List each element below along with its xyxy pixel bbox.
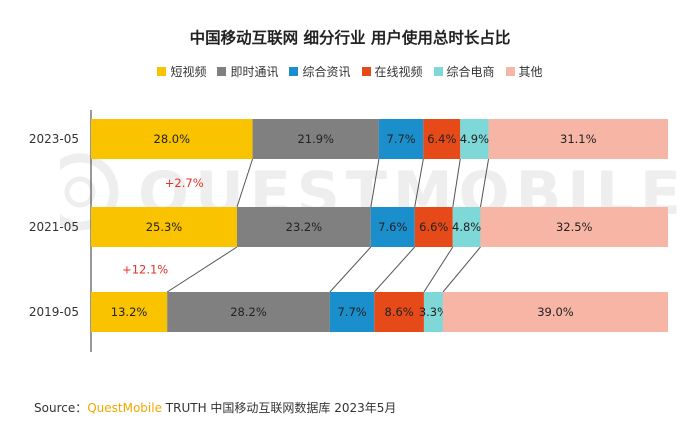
data-label: 28.0% <box>154 132 191 146</box>
growth-annotation: +12.1% <box>122 263 168 277</box>
legend-label: 在线视频 <box>374 65 423 79</box>
bar-segment <box>374 292 424 332</box>
chart-title: 中国移动互联网 细分行业 用户使用总时长占比 <box>189 29 511 47</box>
legend-label: 即时通讯 <box>230 65 279 79</box>
data-label: 3.3% <box>419 305 448 319</box>
connector-line <box>166 246 238 293</box>
data-label: 39.0% <box>537 305 574 319</box>
connector-line <box>414 158 424 208</box>
source-note: Source：QuestMobile TRUTH 中国移动互联网数据库 2023… <box>34 399 396 416</box>
legend-swatch <box>505 67 515 76</box>
connector-line <box>423 246 454 293</box>
bar-segment <box>480 207 668 247</box>
data-label: 7.6% <box>378 220 407 234</box>
data-label: 25.3% <box>146 220 183 234</box>
connector-line <box>370 158 380 208</box>
data-label: 8.6% <box>385 305 414 319</box>
data-label: 28.2% <box>230 305 267 319</box>
bar-segment <box>91 119 253 159</box>
connector-line <box>329 246 372 293</box>
legend-label: 短视频 <box>170 65 207 79</box>
legend-label: 其他 <box>518 65 543 79</box>
legend-swatch <box>289 67 299 76</box>
data-label: 6.6% <box>419 220 448 234</box>
bar-segment <box>167 292 330 332</box>
legend-label: 综合电商 <box>446 65 495 79</box>
source-brand: QuestMobile <box>87 401 162 415</box>
data-label: 13.2% <box>111 305 148 319</box>
bar-segment <box>91 207 237 247</box>
data-label: 31.1% <box>560 132 597 146</box>
category-label: 2023-05 <box>29 132 79 146</box>
connector-line <box>236 158 254 208</box>
bar-segment <box>329 292 375 332</box>
source-rest: TRUTH 中国移动互联网数据库 2023年5月 <box>161 401 397 415</box>
legend-item: 短视频 <box>157 63 206 80</box>
bar-segment <box>236 207 371 247</box>
data-label: 7.7% <box>387 132 416 146</box>
data-label: 6.4% <box>427 132 456 146</box>
legend-item: 综合电商 <box>433 63 495 80</box>
source-label: Source： <box>34 401 88 415</box>
bar-segment <box>414 207 453 247</box>
bar-segment <box>91 292 168 332</box>
legend-item: 其他 <box>505 63 543 80</box>
legend-swatch <box>433 67 443 76</box>
data-label: 7.7% <box>337 305 366 319</box>
legend: 短视频 即时通讯 综合资讯 在线视频 综合电商 其他 <box>0 63 700 80</box>
legend-item: 在线视频 <box>361 63 423 80</box>
legend-swatch <box>157 67 167 76</box>
connector-line <box>452 158 461 208</box>
category-label: 2021-05 <box>29 220 79 234</box>
category-label: 2019-05 <box>29 305 79 319</box>
data-label: 4.9% <box>460 132 489 146</box>
legend-swatch <box>217 67 227 76</box>
bar-segment <box>423 292 443 332</box>
data-label: 23.2% <box>286 220 323 234</box>
legend-swatch <box>361 67 371 76</box>
bar-segment <box>452 207 481 247</box>
bar-segment <box>460 119 489 159</box>
data-label: 32.5% <box>556 220 593 234</box>
connector-line <box>479 158 490 208</box>
bar-segment <box>378 119 424 159</box>
bar-segment <box>370 207 415 247</box>
legend-item: 综合资讯 <box>289 63 351 80</box>
bar-segment <box>442 292 668 332</box>
legend-item: 即时通讯 <box>217 63 278 80</box>
connector-line <box>442 246 481 293</box>
data-label: 4.8% <box>452 220 481 234</box>
bar-segment <box>252 119 379 159</box>
connector-line <box>373 246 416 293</box>
bar-segment <box>488 119 668 159</box>
legend-label: 综合资讯 <box>302 65 351 79</box>
growth-annotation: +2.7% <box>165 176 204 190</box>
bar-segment <box>423 119 461 159</box>
data-label: 21.9% <box>297 132 334 146</box>
